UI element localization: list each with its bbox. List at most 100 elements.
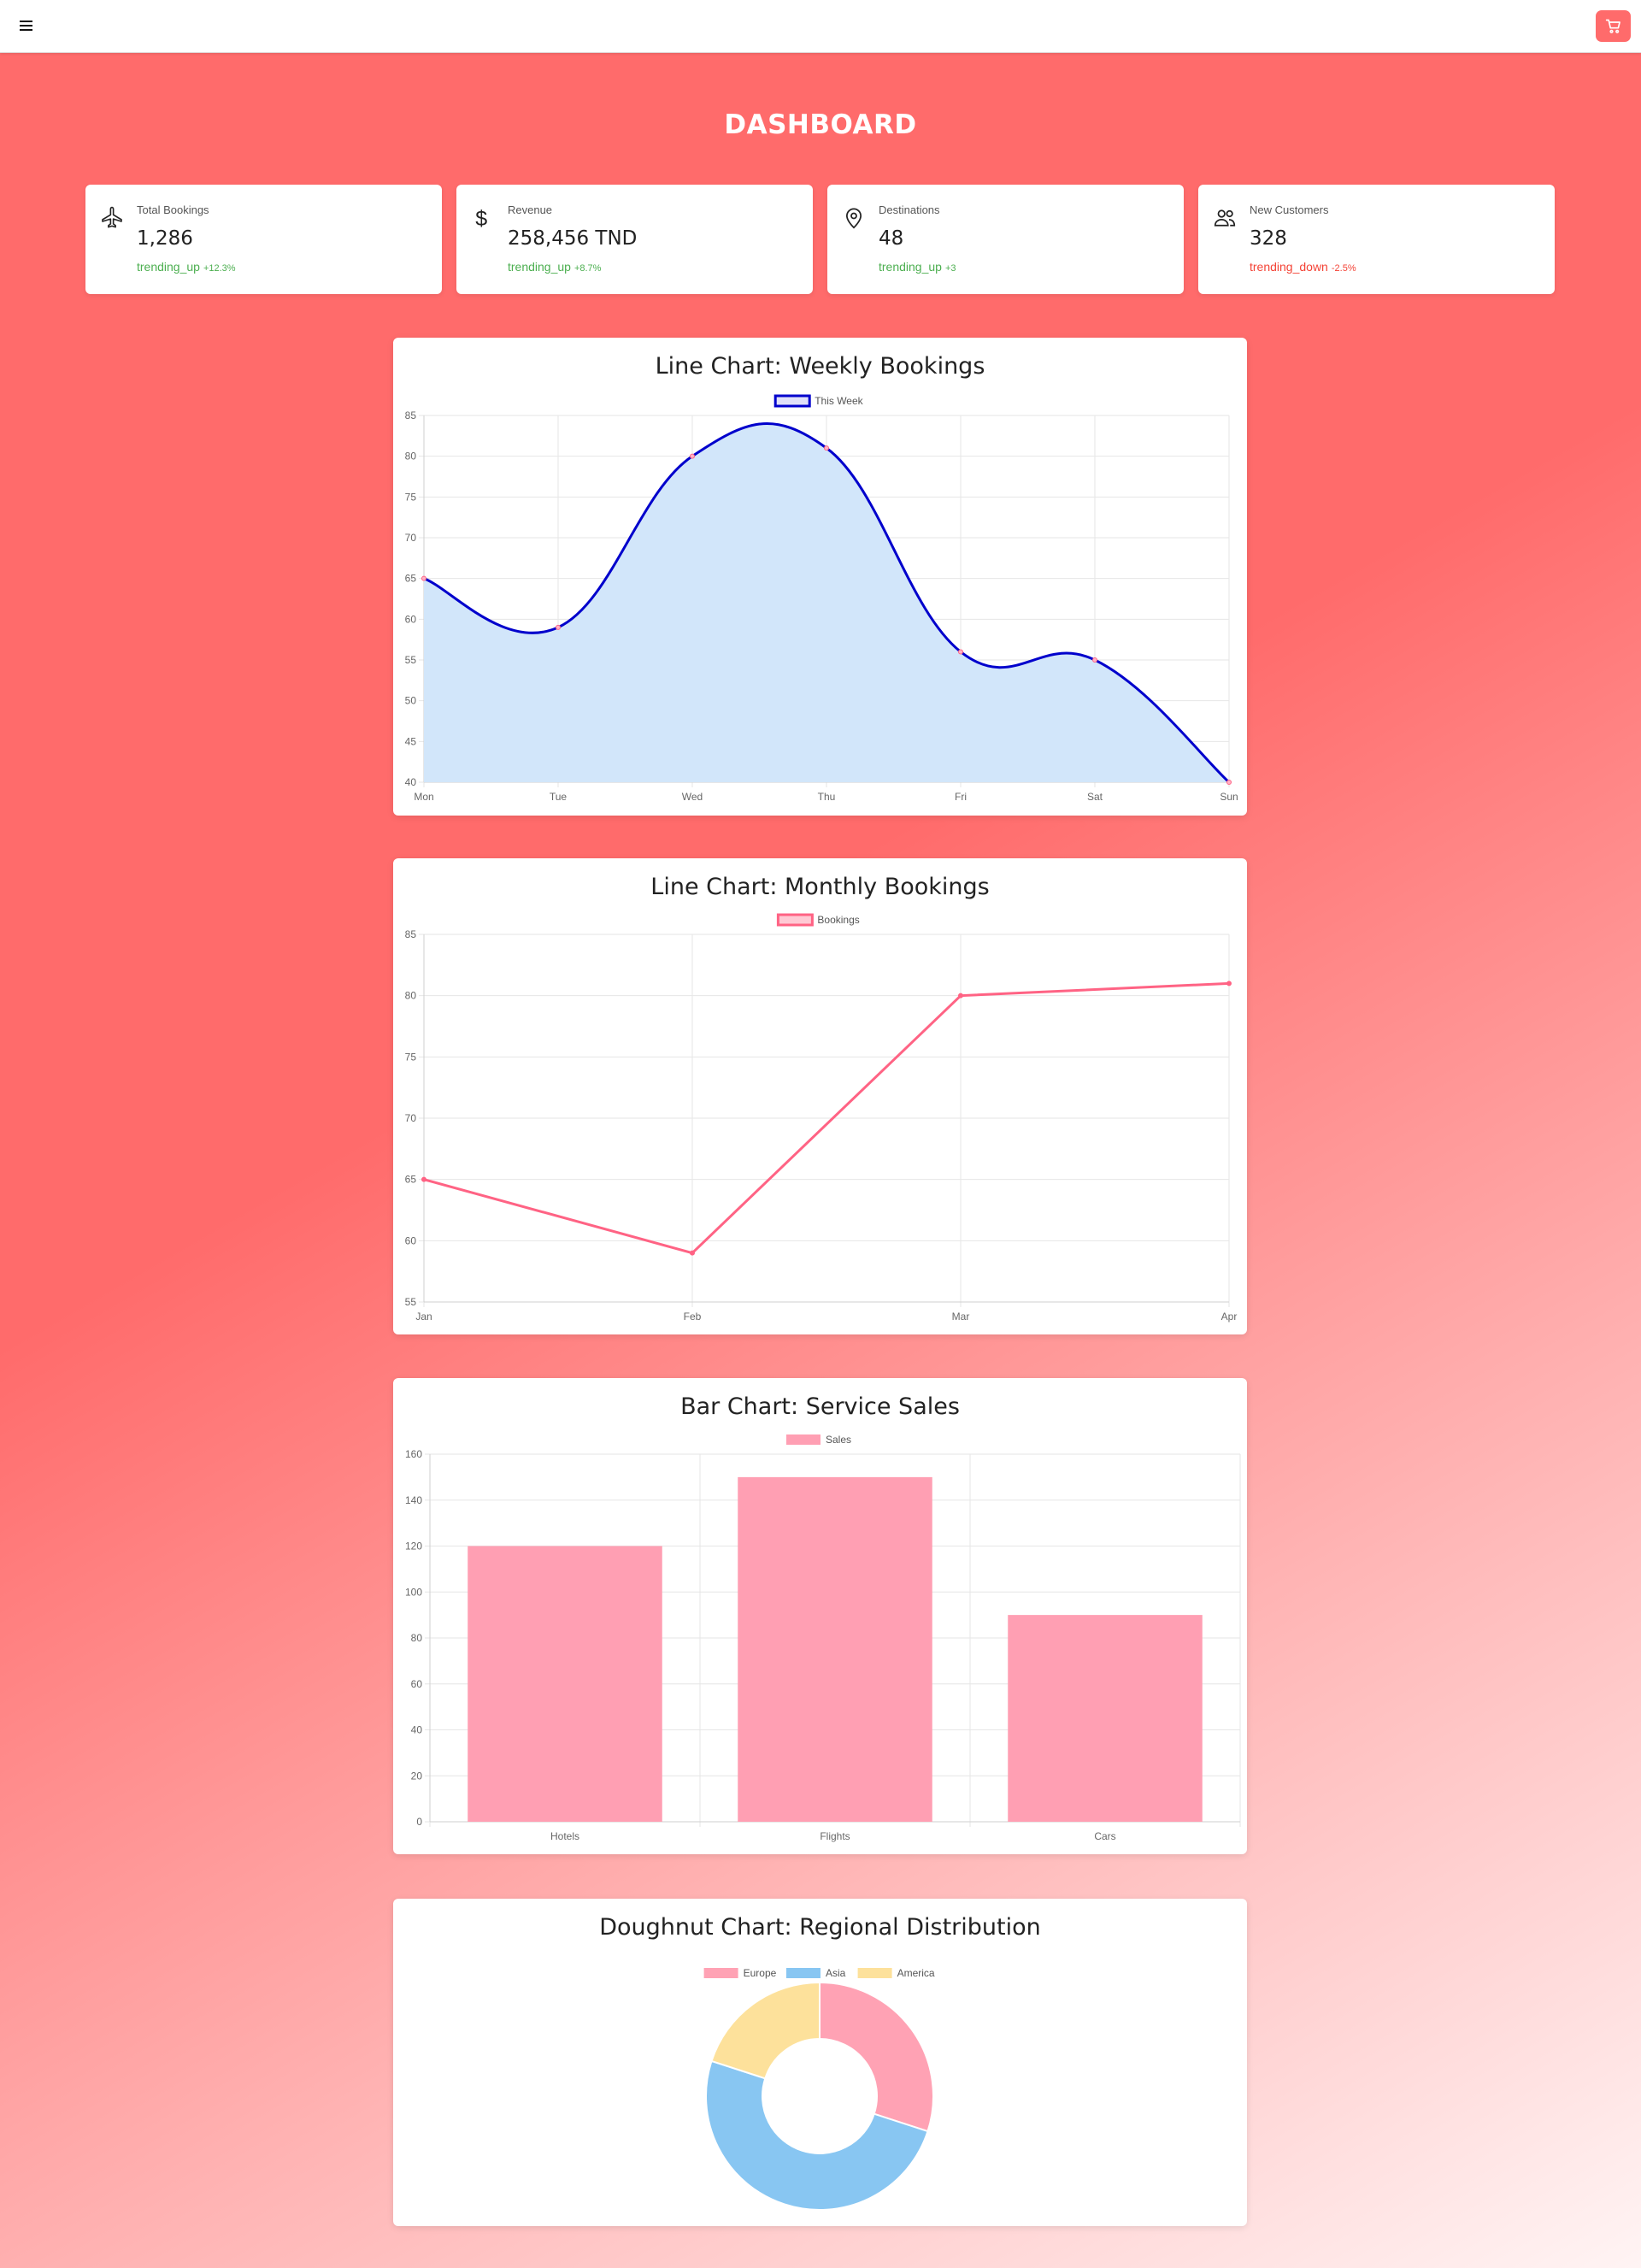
legend-label: Bookings	[817, 914, 859, 926]
legend-label: Sales	[826, 1434, 851, 1446]
service-sales-chart-card: Bar Chart: Service Sales 0 20 40 60 80 100 120…	[393, 1378, 1247, 1854]
y-tick-label: 50	[405, 695, 417, 707]
service-sales-chart: 0 20 40 60 80 100 120 140 160 Hotels Flights Cars Sa…	[405, 1434, 1241, 1842]
y-tick-label: 80	[411, 1632, 423, 1644]
stat-label: Revenue	[508, 203, 553, 216]
hamburger-menu-icon[interactable]	[17, 15, 38, 36]
x-tick-label: Thu	[818, 791, 836, 803]
trend-down-icon: trending_down	[1250, 260, 1328, 274]
y-tick-label: 65	[405, 1174, 417, 1186]
dollar-icon: $	[470, 205, 496, 231]
slice-asia	[705, 2059, 929, 2211]
trend-percent: +12.3%	[203, 263, 236, 274]
y-tick-label: 45	[405, 735, 417, 747]
y-tick-label: 55	[405, 1296, 417, 1308]
y-tick-label: 65	[405, 573, 417, 585]
y-tick-label: 120	[405, 1540, 422, 1552]
stat-label: Destinations	[879, 203, 940, 216]
stat-value: 1,286	[137, 227, 193, 250]
people-icon	[1212, 205, 1238, 231]
x-tick-label: Flights	[820, 1830, 850, 1842]
data-point	[958, 649, 963, 655]
stat-trend: trending_down -2.5%	[1250, 260, 1356, 274]
x-tick-label: Tue	[550, 791, 568, 803]
trend-percent: -2.5%	[1331, 263, 1356, 274]
y-tick-label: 85	[405, 928, 417, 940]
trend-up-icon: trending_up	[879, 260, 942, 274]
monthly-bookings-chart: 55 60 65 70 75 80 85 Jan Feb Mar Apr Bookings	[405, 913, 1238, 1323]
chart-title: Line Chart: Monthly Bookings	[650, 874, 990, 900]
slice-europe	[819, 1981, 934, 2133]
trend-up-icon: trending_up	[137, 260, 200, 274]
y-tick-label: 85	[405, 409, 417, 421]
data-point	[421, 1176, 426, 1182]
airplane-icon	[99, 205, 125, 231]
chart-title: Doughnut Chart: Regional Distribution	[599, 1914, 1041, 1941]
x-tick-label: Jan	[415, 1311, 432, 1323]
legend-swatch	[776, 913, 814, 927]
legend-label: America	[897, 1967, 935, 1979]
regional-distribution-chart-card: Doughnut Chart: Regional Distribution Eu…	[393, 1899, 1247, 2226]
weekly-bookings-chart-card: Line Chart: Weekly Bookings 40 45 50 55 60 65…	[393, 338, 1247, 816]
chart-title: Line Chart: Weekly Bookings	[655, 353, 985, 380]
legend-swatch	[786, 1434, 820, 1445]
y-tick-label: 55	[405, 654, 417, 666]
x-tick-label: Fri	[955, 791, 967, 803]
page-title: DASHBOARD	[724, 109, 917, 140]
data-point	[421, 575, 426, 581]
y-tick-label: 60	[405, 613, 417, 625]
svg-text:$: $	[475, 207, 487, 231]
data-point	[690, 1250, 695, 1256]
stat-trend: trending_up +12.3%	[137, 260, 236, 274]
data-point	[958, 993, 963, 999]
stat-card-destinations: Destinations 48 trending_up +3	[827, 185, 1184, 294]
legend-swatch	[786, 1968, 820, 1978]
y-tick-label: 80	[405, 451, 417, 462]
legend-label: Europe	[744, 1967, 777, 1979]
stat-value: 48	[879, 227, 904, 250]
trend-up-icon: trending_up	[508, 260, 571, 274]
x-tick-label: Wed	[682, 791, 703, 803]
cart-button[interactable]	[1596, 10, 1631, 42]
stat-card-new-customers: New Customers 328 trending_down -2.5%	[1198, 185, 1555, 294]
stat-card-total-bookings: Total Bookings 1,286 trending_up +12.3%	[85, 185, 442, 294]
legend-swatch	[773, 394, 811, 408]
y-tick-label: 75	[405, 1051, 417, 1063]
legend-swatch	[703, 1968, 738, 1978]
y-tick-label: 60	[411, 1678, 423, 1690]
y-tick-label: 60	[405, 1234, 417, 1246]
data-point	[556, 624, 561, 630]
stat-label: New Customers	[1250, 203, 1329, 216]
data-point	[1226, 780, 1232, 785]
y-tick-label: 100	[405, 1586, 422, 1598]
stat-card-revenue: $ Revenue 258,456 TND trending_up +8.7%	[456, 185, 813, 294]
series-line	[423, 981, 1230, 1255]
monthly-bookings-chart-card: Line Chart: Monthly Bookings 55 60 65 70 75 8…	[393, 858, 1247, 1334]
y-tick-label: 140	[405, 1494, 422, 1506]
bar-flights	[738, 1476, 932, 1822]
x-tick-label: Hotels	[550, 1830, 579, 1842]
regional-distribution-chart: Europe Asia America	[703, 1967, 935, 2211]
data-point	[1092, 657, 1097, 663]
y-tick-label: 0	[416, 1816, 422, 1828]
y-tick-label: 80	[405, 990, 417, 1002]
legend-swatch	[857, 1968, 892, 1978]
top-navbar	[0, 0, 1641, 53]
y-tick-label: 75	[405, 491, 417, 503]
y-tick-label: 20	[411, 1770, 423, 1782]
weekly-bookings-chart: 40 45 50 55 60 65 70 75 80 85 Mon Tue Wed Thu Fri Sat Su…	[405, 394, 1238, 803]
x-tick-label: Sun	[1220, 791, 1238, 803]
data-point	[1226, 981, 1232, 987]
y-tick-label: 70	[405, 532, 417, 544]
x-tick-label: Sat	[1087, 791, 1103, 803]
bar-hotels	[468, 1546, 662, 1822]
y-tick-label: 40	[411, 1724, 423, 1736]
x-tick-label: Mar	[952, 1311, 970, 1323]
x-tick-label: Apr	[1221, 1311, 1238, 1323]
data-point	[690, 453, 695, 459]
location-pin-icon	[841, 205, 867, 231]
chart-title: Bar Chart: Service Sales	[680, 1393, 960, 1420]
stat-trend: trending_up +3	[879, 260, 956, 274]
bar-cars	[1008, 1615, 1203, 1822]
y-tick-label: 160	[405, 1448, 422, 1460]
